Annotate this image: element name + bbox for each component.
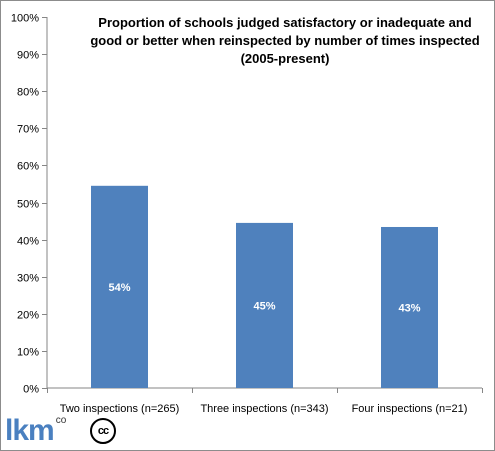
y-tick-label: 50% xyxy=(17,199,39,211)
y-tick-label: 70% xyxy=(17,124,39,136)
y-tick-label: 20% xyxy=(17,310,39,322)
bar-data-label: 54% xyxy=(108,282,130,294)
bar-data-label: 43% xyxy=(398,302,420,314)
bar xyxy=(91,185,148,388)
y-tick-label: 80% xyxy=(17,87,39,99)
x-category-label: Three inspections (n=343) xyxy=(200,403,328,415)
y-tick-label: 10% xyxy=(17,347,39,359)
x-category-label: Four inspections (n=21) xyxy=(352,403,468,415)
lkmco-logo: lkm co xyxy=(5,415,66,449)
bar-data-label: 45% xyxy=(253,300,275,312)
chart-title-line: Proportion of schools judged satisfactor… xyxy=(98,15,471,30)
chart-title-line: good or better when reinspected by numbe… xyxy=(90,33,479,48)
y-tick-label: 30% xyxy=(17,273,39,285)
x-category-label: Two inspections (n=265) xyxy=(60,403,180,415)
creative-commons-icon: cc xyxy=(90,418,116,444)
y-tick-label: 90% xyxy=(17,50,39,62)
logo-superscript: co xyxy=(55,415,67,426)
logo-mark: lkm xyxy=(5,414,55,447)
bar xyxy=(236,222,293,388)
chart-title-line: (2005-present) xyxy=(241,51,330,66)
y-tick-label: 40% xyxy=(17,236,39,248)
y-tick-label: 60% xyxy=(17,161,39,173)
bar xyxy=(381,226,438,388)
y-tick-label: 0% xyxy=(23,384,39,396)
y-tick-label: 100% xyxy=(11,13,39,25)
